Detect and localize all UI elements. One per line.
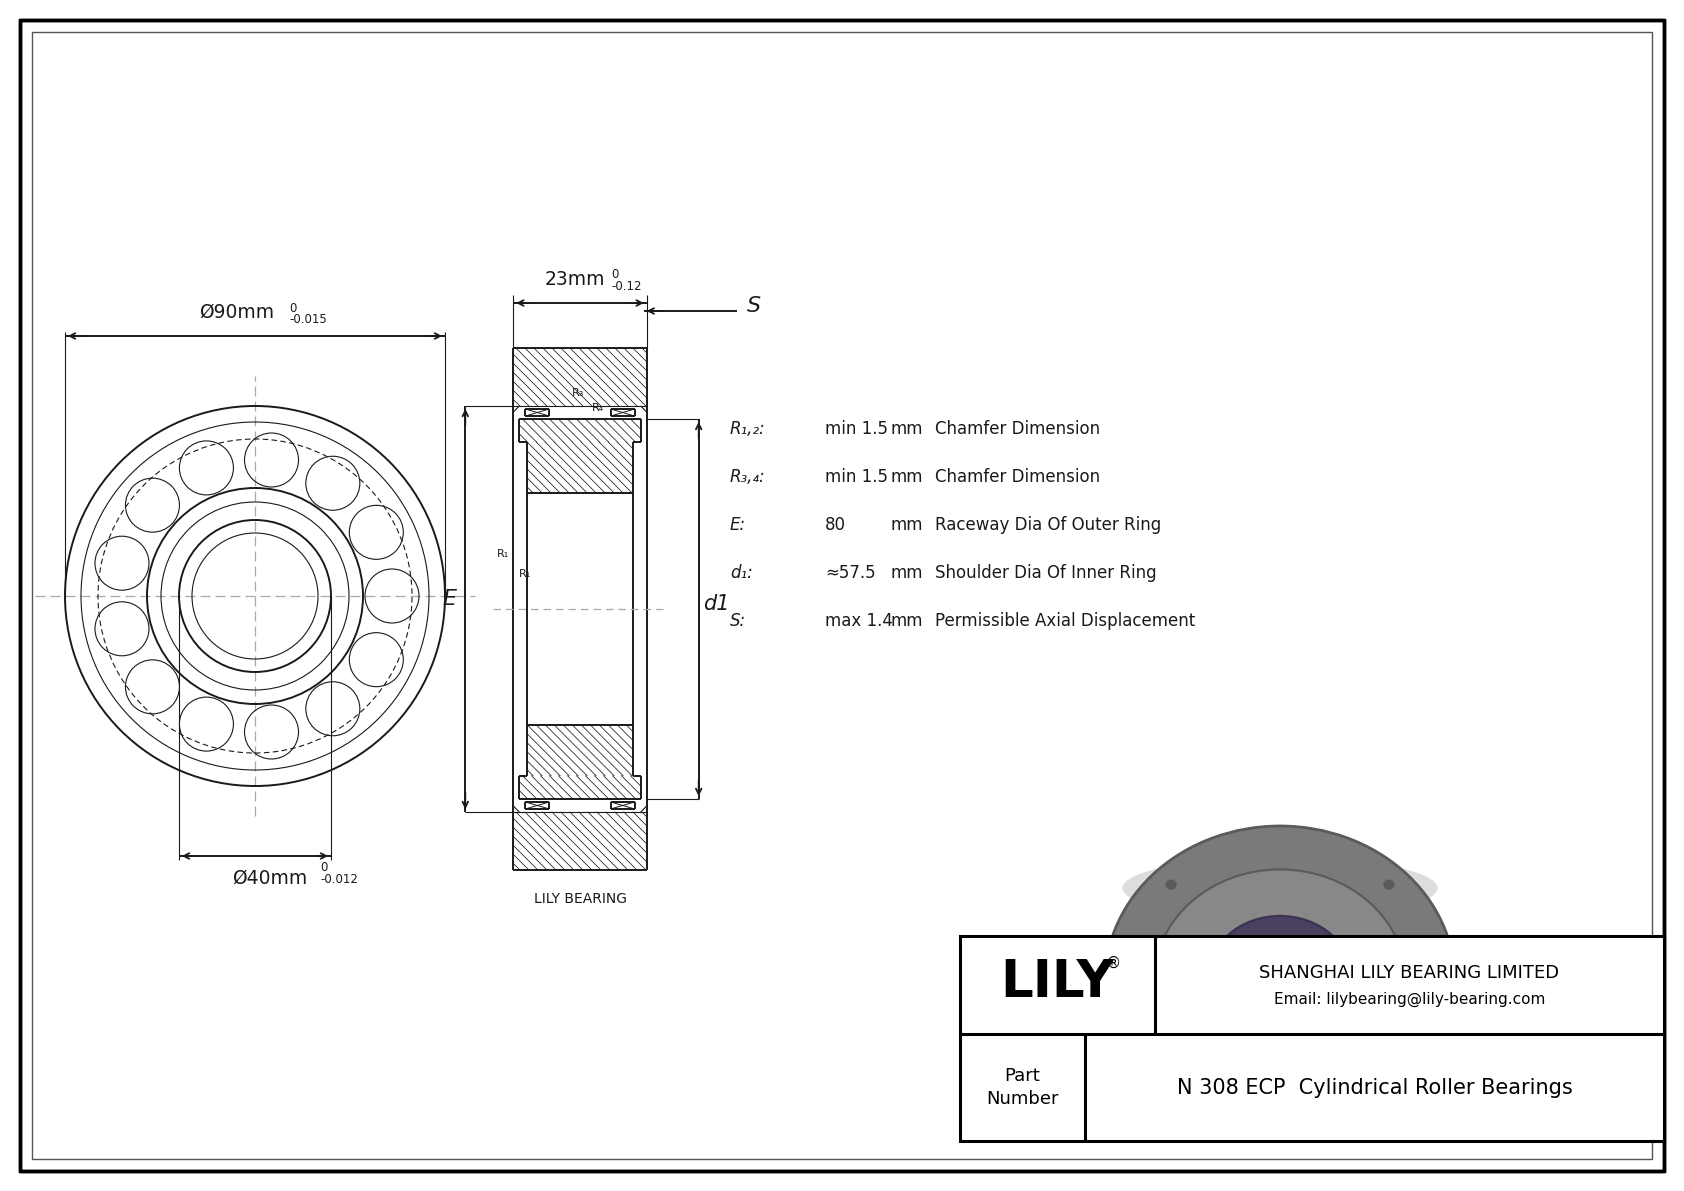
Ellipse shape	[1384, 1073, 1394, 1083]
Text: min 1.5: min 1.5	[825, 420, 887, 438]
Text: max 1.4: max 1.4	[825, 612, 893, 630]
Text: d1: d1	[704, 594, 729, 615]
Text: E: E	[443, 590, 456, 609]
Ellipse shape	[1384, 880, 1394, 890]
Text: Raceway Dia Of Outer Ring: Raceway Dia Of Outer Ring	[935, 516, 1162, 534]
Text: Permissible Axial Displacement: Permissible Axial Displacement	[935, 612, 1196, 630]
Text: mm: mm	[891, 420, 923, 438]
Ellipse shape	[1206, 916, 1354, 1046]
Text: -0.012: -0.012	[320, 873, 359, 886]
Text: 80: 80	[825, 516, 845, 534]
Text: 0: 0	[290, 303, 296, 314]
Text: mm: mm	[891, 516, 923, 534]
Text: 0: 0	[611, 268, 618, 281]
Text: ≈57.5: ≈57.5	[825, 565, 876, 582]
Text: Shoulder Dia Of Inner Ring: Shoulder Dia Of Inner Ring	[935, 565, 1157, 582]
Ellipse shape	[1105, 827, 1455, 1136]
Text: S: S	[746, 297, 761, 316]
Ellipse shape	[1165, 1073, 1177, 1083]
Text: R₄: R₄	[593, 403, 605, 413]
Ellipse shape	[1108, 986, 1452, 1045]
Ellipse shape	[1206, 999, 1354, 1030]
Text: Chamfer Dimension: Chamfer Dimension	[935, 468, 1100, 486]
Text: Ø90mm: Ø90mm	[199, 303, 274, 322]
Text: E:: E:	[729, 516, 746, 534]
Text: mm: mm	[891, 612, 923, 630]
Text: Email: lilybearing@lily-bearing.com: Email: lilybearing@lily-bearing.com	[1273, 992, 1546, 1006]
Text: Ø40mm: Ø40mm	[232, 869, 308, 888]
Text: d₁:: d₁:	[729, 565, 753, 582]
Text: LILY: LILY	[1000, 959, 1115, 1009]
Text: LILY BEARING: LILY BEARING	[534, 892, 626, 906]
Text: S:: S:	[729, 612, 746, 630]
Text: mm: mm	[891, 468, 923, 486]
Ellipse shape	[1165, 880, 1177, 890]
Text: -0.015: -0.015	[290, 313, 327, 326]
Text: ®: ®	[1106, 955, 1122, 971]
Text: N 308 ECP  Cylindrical Roller Bearings: N 308 ECP Cylindrical Roller Bearings	[1177, 1078, 1573, 1098]
Ellipse shape	[1123, 858, 1438, 919]
Text: R₃,₄:: R₃,₄:	[729, 468, 766, 486]
Text: 23mm: 23mm	[544, 270, 605, 289]
Text: R₃: R₃	[573, 388, 584, 398]
Ellipse shape	[1150, 992, 1410, 1039]
Ellipse shape	[1315, 908, 1420, 992]
Text: SHANGHAI LILY BEARING LIMITED: SHANGHAI LILY BEARING LIMITED	[1260, 965, 1559, 983]
Text: 0: 0	[320, 861, 327, 874]
Text: R₁: R₁	[497, 549, 509, 559]
Bar	[960, 936, 1664, 1141]
Text: Chamfer Dimension: Chamfer Dimension	[935, 420, 1100, 438]
Text: Part
Number: Part Number	[987, 1067, 1059, 1109]
Ellipse shape	[1154, 869, 1406, 1092]
Text: -0.12: -0.12	[611, 280, 642, 293]
Text: R₁,₂:: R₁,₂:	[729, 420, 766, 438]
Text: R₁: R₁	[519, 569, 532, 579]
Text: min 1.5: min 1.5	[825, 468, 887, 486]
Text: mm: mm	[891, 565, 923, 582]
